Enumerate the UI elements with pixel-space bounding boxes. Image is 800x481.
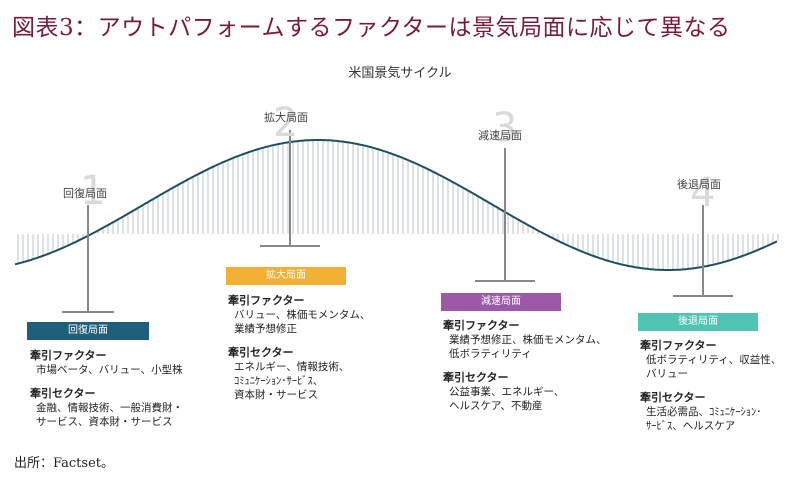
phase-2-factor-line: 業績予想修正 — [234, 323, 297, 335]
phase-1-factor-line: 市場ベータ、バリュー、小型株 — [36, 364, 183, 376]
phase-1-label: 回復局面 — [63, 187, 107, 200]
phase-2-factor-line: バリュー、株価モメンタム、 — [234, 309, 371, 321]
source-note: 出所：Factset。 — [14, 456, 114, 471]
phase-2-sector-line: 資本財・サービス — [234, 389, 318, 401]
phase-4-sector-line: ｻｰﾋﾞｽ、ヘルスケア — [646, 420, 736, 432]
phase-3-sector-line: 公益事業、エネルギー、 — [449, 386, 565, 398]
phase-3-factor-heading: 牽引ファクター — [443, 319, 520, 332]
phase-3-badge: 減速局面 — [441, 293, 561, 311]
phase-3-number: 3 — [492, 105, 518, 151]
phase-3-factor-line: 低ボラティリティ — [449, 348, 532, 360]
phase-4-sector-heading: 牽引セクター — [640, 391, 706, 404]
phase-1-sector-line: サービス、資本財・サービス — [36, 416, 173, 428]
phase-1-badge: 回復局面 — [27, 322, 149, 340]
phase-3-label: 減速局面 — [478, 129, 522, 142]
phase-2-badge: 拡大局面 — [226, 267, 346, 285]
phase-2-number: 2 — [273, 100, 299, 146]
business-cycle-curve — [14, 139, 778, 271]
phase-1-factor-heading: 牽引ファクター — [30, 349, 107, 362]
phase-4-sector-line: 生活必需品、ｺﾐｭﾆｹｰｼｮﾝ･ — [646, 406, 762, 418]
phase-3-sector-heading: 牽引セクター — [443, 371, 509, 384]
diagram-subtitle: 米国景気サイクル — [348, 66, 452, 81]
phase-3-details: 牽引ファクター 業績予想修正、株価モメンタム、 低ボラティリティ 牽引セクター … — [443, 319, 607, 413]
phase-3-sector-line: ヘルスケア、不動産 — [449, 400, 543, 412]
phase-1-sector-heading: 牽引セクター — [30, 387, 96, 400]
phase-1-sector-line: 金融、情報技術、一般消費財・ — [36, 402, 183, 414]
phase-2-label: 拡大局面 — [264, 111, 308, 124]
curve-hatching — [17, 140, 779, 270]
phase-4-factor-line: バリュー — [646, 368, 688, 380]
phase-2-sector-line: ｺﾐｭﾆｹｰｼｮﾝ･ｻｰﾋﾞｽ、 — [234, 375, 324, 387]
phase-3-factor-line: 業績予想修正、株価モメンタム、 — [449, 334, 607, 346]
phase-2-factor-heading: 牽引ファクター — [228, 294, 305, 307]
phase-4-details: 牽引ファクター 低ボラティリティ、収益性、 バリュー 牽引セクター 生活必需品、… — [640, 339, 781, 433]
phase-2-details: 牽引ファクター バリュー、株価モメンタム、 業績予想修正 牽引セクター エネルギ… — [228, 294, 370, 402]
phase-4-number: 4 — [690, 170, 716, 216]
phase-stems — [62, 130, 733, 313]
phase-2-sector-line: エネルギー、情報技術、 — [234, 361, 350, 373]
page-title: 図表3：アウトパフォームするファクターは景気局面に応じて異なる — [12, 15, 731, 41]
phase-4-label: 後退局面 — [677, 178, 721, 191]
phase-4-badge: 後退局面 — [638, 313, 758, 331]
phase-1-number: 1 — [80, 168, 106, 214]
phase-1-details: 牽引ファクター 市場ベータ、バリュー、小型株 牽引セクター 金融、情報技術、一般… — [30, 349, 183, 429]
phase-2-sector-heading: 牽引セクター — [228, 346, 294, 359]
phase-4-factor-line: 低ボラティリティ、収益性、 — [646, 354, 782, 366]
phase-4-factor-heading: 牽引ファクター — [640, 339, 717, 352]
